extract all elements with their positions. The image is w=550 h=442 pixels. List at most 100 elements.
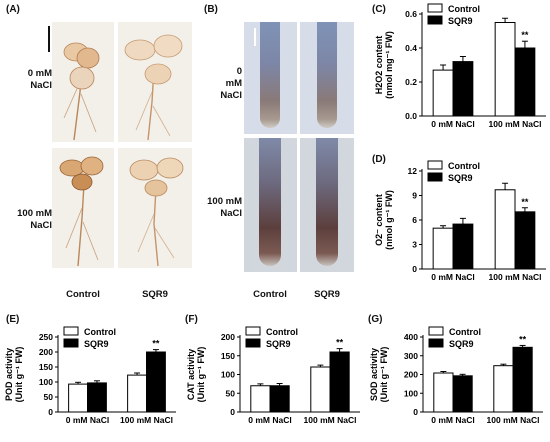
root-image (260, 22, 280, 128)
root-photo-sqr9-100mm (300, 138, 354, 272)
b-row-label-0mm-line1: 0 (236, 66, 242, 77)
legend-swatch-sqr9 (427, 15, 443, 25)
y-axis-label-line1: SOD activity (369, 348, 379, 401)
y-tick-label: 0 (413, 407, 418, 417)
y-tick-label: 100 (221, 370, 235, 380)
bar-control-1 (493, 365, 514, 413)
col-label-control-b: Control (253, 289, 287, 300)
panel-label-g: (G) (368, 314, 383, 325)
legend-label-sqr9: SQR9 (448, 16, 473, 26)
panel-label-d: (D) (372, 154, 386, 165)
col-label-sqr9-a: SQR9 (142, 289, 168, 300)
b-row-label-100mm: 100 mM NaCl (196, 196, 242, 220)
y-tick-label: 0 (48, 407, 53, 417)
legend-label-control: Control (84, 327, 116, 337)
bar-control-1 (494, 22, 516, 117)
y-tick-label: 250 (39, 332, 53, 342)
bar-control-1 (494, 189, 516, 270)
legend-swatch-control (245, 326, 261, 336)
bar-control-0 (432, 227, 454, 270)
seedling-image (59, 156, 104, 267)
b-row-label-100mm-line1: 100 mM (207, 196, 242, 207)
seedling-image (124, 34, 183, 141)
root-image (317, 22, 337, 128)
b-row-label-100mm-line2: NaCl (220, 208, 242, 219)
row-label-0mm: 0 mM NaCl (8, 68, 52, 92)
y-tick-label: 9 (412, 191, 417, 201)
photo-control-0mm (52, 22, 114, 142)
x-tick-label: 100 mM NaCl (120, 415, 173, 425)
b-row-label-0mm-line2: mM (225, 78, 242, 89)
y-tick-label: 0 (412, 264, 417, 274)
y-tick-label: 100 (39, 377, 53, 387)
legend-label-sqr9: SQR9 (449, 339, 474, 349)
legend-label-control: Control (448, 161, 480, 171)
chart-pod: 0 50 100 150 200 250 POD activity (Unit g⁻¹ FW)… (4, 326, 176, 425)
photo-control-100mm (52, 148, 114, 268)
legend-label-sqr9: SQR9 (84, 339, 109, 349)
panel-label-f: (F) (185, 314, 198, 325)
y-tick-label: 0.0 (405, 111, 417, 121)
bar-sqr9-1 (512, 346, 533, 413)
bar-sqr9-1 (514, 211, 536, 270)
bar-sqr9-0 (452, 375, 473, 413)
significance-label: ** (336, 338, 344, 348)
y-axis-label-line2: (nmol g⁻¹ FW) (384, 190, 394, 250)
col-label-sqr9-b: SQR9 (314, 289, 340, 300)
y-axis-label-line2: (nmol mg⁻¹ FW) (384, 31, 394, 99)
x-tick-label: 0 mM NaCl (431, 272, 474, 282)
x-tick-label: 0 mM NaCl (431, 415, 474, 425)
y-tick-label: 200 (221, 332, 235, 342)
bar-sqr9-0 (452, 61, 474, 117)
root-image (259, 138, 281, 266)
significance-label: ** (521, 197, 529, 207)
chart-h2o2: 0.0 0.2 0.4 0.6 H2O2 content (nmol mg⁻¹ FW) 0 … (374, 3, 546, 129)
root-image (316, 138, 338, 266)
root-photo-control-100mm (244, 138, 297, 272)
y-tick-label: 0.4 (405, 43, 417, 53)
x-tick-label: 100 mM NaCl (489, 119, 542, 129)
bar-control-0 (433, 372, 454, 413)
x-tick-label: 0 mM NaCl (66, 415, 109, 425)
panel-label-b: (B) (204, 4, 218, 15)
y-tick-label: 150 (39, 362, 53, 372)
row-label-0mm-line2: NaCl (30, 80, 52, 91)
legend-label-control: Control (449, 327, 481, 337)
scale-bar-b (254, 28, 256, 46)
y-tick-label: 0.2 (405, 77, 417, 87)
bar-sqr9-0 (87, 382, 107, 413)
chart-sod: 0 100 200 300 400 SOD activity (Unit g⁻¹ FW) 0 … (369, 326, 543, 425)
legend-swatch-control (427, 160, 443, 170)
seedling-image (63, 42, 100, 141)
legend-label-sqr9: SQR9 (266, 339, 291, 349)
panel-label-c: (C) (372, 4, 386, 15)
significance-label: ** (521, 30, 529, 40)
legend-swatch-sqr9 (428, 338, 444, 348)
chart-cat: 0 50 100 150 200 CAT activity (Unit g⁻¹ FW) 0 m… (186, 326, 360, 425)
row-label-100mm-line2: NaCl (30, 220, 52, 231)
x-tick-label: 0 mM NaCl (431, 119, 474, 129)
y-tick-label: 12 (408, 166, 418, 176)
significance-label: ** (152, 339, 160, 349)
panel-label-a: (A) (6, 4, 20, 15)
x-tick-label: 100 mM NaCl (487, 415, 540, 425)
seedling-image (129, 157, 184, 267)
y-axis-label-line2: (Unit g⁻¹ FW) (196, 347, 206, 403)
y-tick-label: 0 (230, 407, 235, 417)
x-tick-label: 0 mM NaCl (248, 415, 291, 425)
y-axis-label-line1: POD activity (4, 348, 14, 401)
y-tick-label: 150 (221, 351, 235, 361)
bar-sqr9-1 (329, 351, 350, 413)
legend-label-sqr9: SQR9 (448, 173, 473, 183)
bar-sqr9-1 (514, 47, 536, 117)
y-axis-label-line2: (Unit g⁻¹ FW) (14, 347, 24, 403)
legend-swatch-sqr9 (63, 338, 79, 348)
y-tick-label: 50 (44, 392, 54, 402)
bar-control-0 (250, 385, 271, 413)
chart-o2: 0 3 6 9 12 O2⁻ content (nmol g⁻¹ FW) 0 mM NaCl *… (374, 160, 546, 282)
y-tick-label: 400 (404, 332, 418, 342)
legend-label-control: Control (448, 4, 480, 14)
b-row-label-0mm: 0 mM NaCl (210, 66, 242, 102)
photo-sqr9-100mm (118, 148, 192, 268)
significance-label: ** (519, 334, 527, 344)
